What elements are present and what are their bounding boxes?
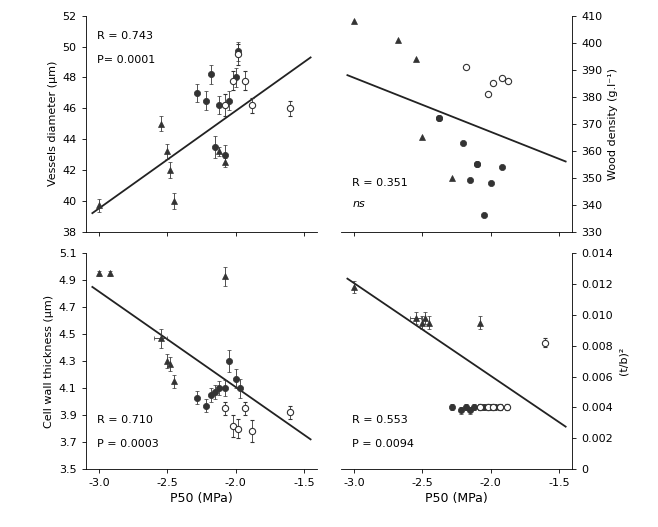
Y-axis label: Vessels diameter (μm): Vessels diameter (μm): [48, 61, 58, 187]
Text: R = 0.351: R = 0.351: [352, 178, 408, 188]
Text: P = 0.0094: P = 0.0094: [352, 439, 414, 449]
X-axis label: P50 (MPa): P50 (MPa): [425, 492, 488, 505]
Y-axis label: (t/b)²: (t/b)²: [619, 347, 629, 375]
Text: R = 0.710: R = 0.710: [97, 415, 153, 425]
Text: P= 0.0001: P= 0.0001: [97, 55, 155, 65]
X-axis label: P50 (MPa): P50 (MPa): [170, 492, 233, 505]
Text: R = 0.743: R = 0.743: [97, 31, 153, 41]
Text: P = 0.0003: P = 0.0003: [97, 439, 159, 449]
Text: ns: ns: [352, 199, 365, 209]
Text: R = 0.553: R = 0.553: [352, 415, 408, 425]
Y-axis label: Wood density (g.l⁻¹): Wood density (g.l⁻¹): [608, 68, 618, 180]
Y-axis label: Cell wall thickness (μm): Cell wall thickness (μm): [45, 295, 55, 428]
